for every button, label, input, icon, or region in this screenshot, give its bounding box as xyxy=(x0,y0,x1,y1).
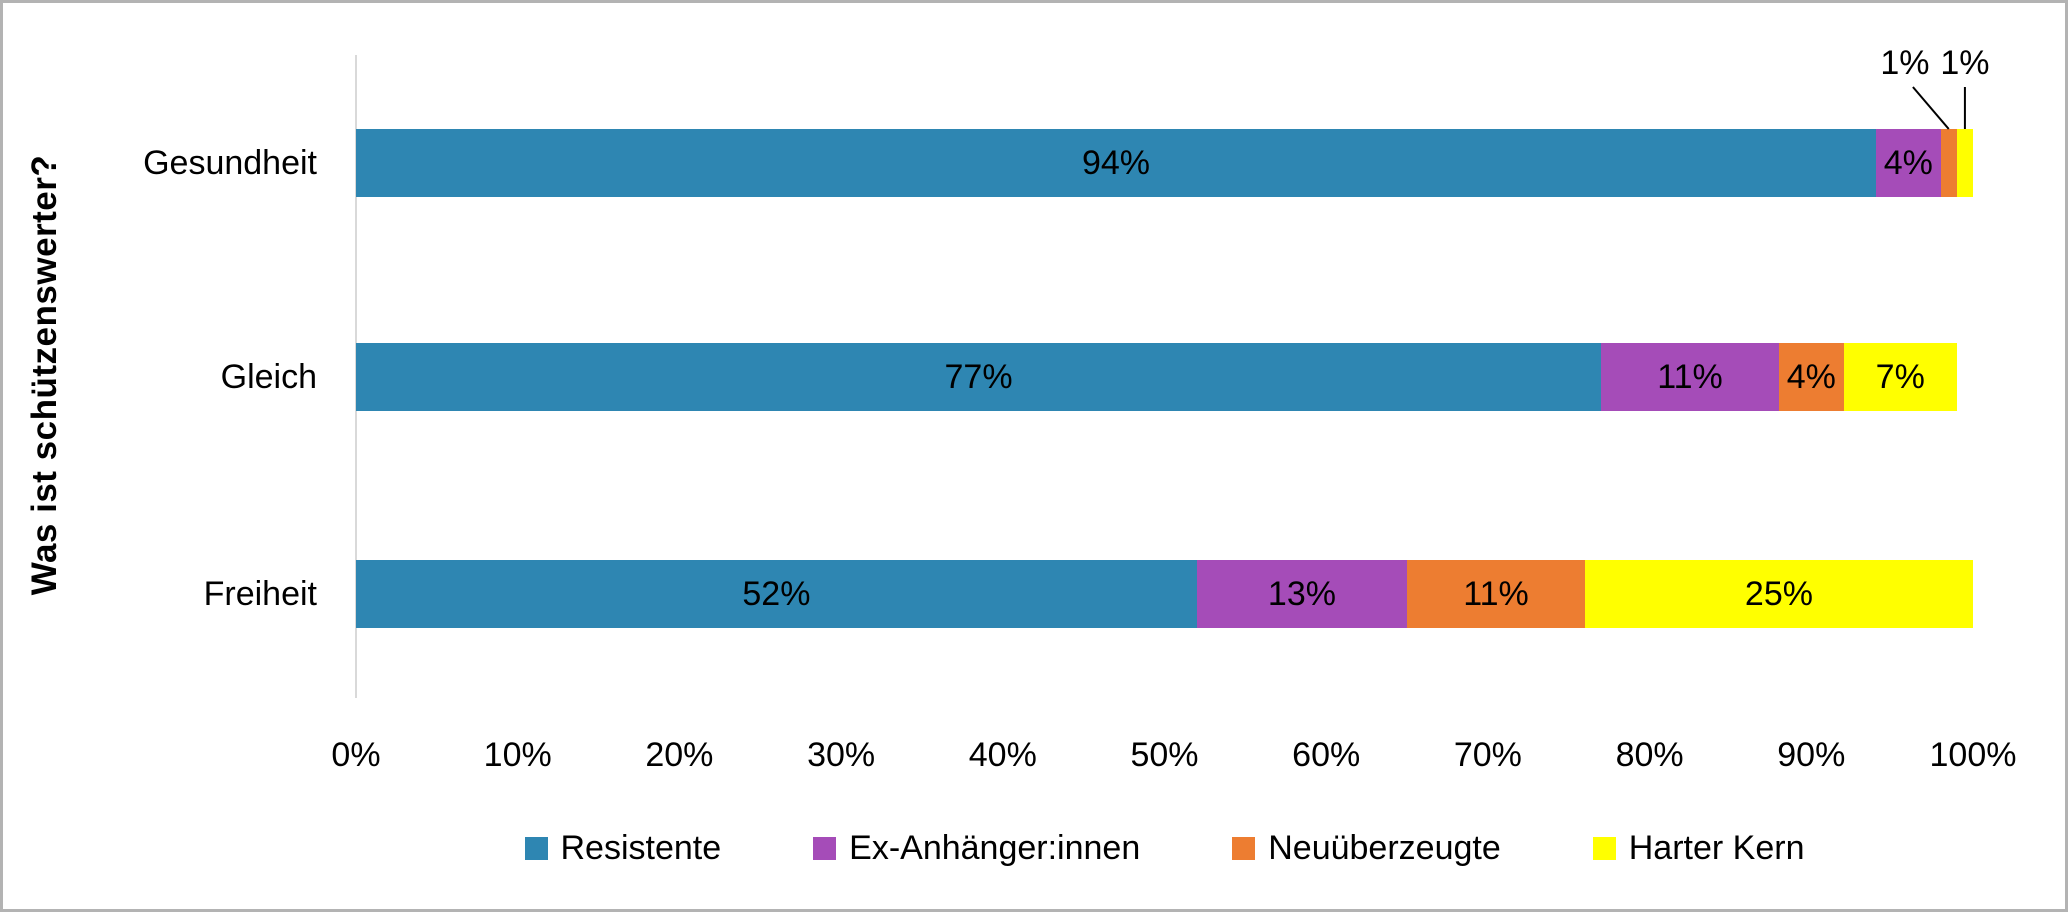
bar-segment-gleich-neu-berzeugte xyxy=(1778,343,1844,411)
x-tick-label-90: 90% xyxy=(1777,736,1846,774)
x-tick-label-0: 0% xyxy=(331,736,381,774)
data-label-gesundheit-ex-anh-nger-innen: 4% xyxy=(1883,144,1933,182)
legend: Resistente Ex-Anhänger:innen Neuüberzeugte… xyxy=(356,823,1973,873)
legend-label-neu-berzeugte: Neuüberzeugte xyxy=(1268,828,1501,867)
data-label-gesundheit-resistente: 94% xyxy=(1081,144,1151,182)
bar-segment-gesundheit-neu-berzeugte xyxy=(1940,129,1957,197)
callout-label-gesundheit-neu-berzeugte: 1% xyxy=(1880,44,1930,82)
x-tick-label-10: 10% xyxy=(483,736,552,774)
bar-segment-gleich-ex-anh-nger-innen xyxy=(1601,343,1779,411)
data-label-gleich-resistente: 77% xyxy=(944,358,1013,396)
legend-item-ex-anh-nger-innen: Ex-Anhänger:innen xyxy=(813,829,1140,868)
bar-segment-gesundheit-ex-anh-nger-innen xyxy=(1875,129,1941,197)
x-tick-label-30: 30% xyxy=(807,736,876,774)
legend-item-resistente: Resistente xyxy=(524,828,722,868)
legend-swatch-ex-anh-nger-innen xyxy=(813,836,837,860)
callout-line-gesundheit-neu-berzeugte xyxy=(1912,86,1950,130)
bar-segment-freiheit-resistente xyxy=(356,560,1197,628)
data-label-gleich-neu-berzeugte: 4% xyxy=(1786,358,1836,396)
bar-segment-gleich-harter-kern xyxy=(1843,343,1957,411)
data-label-freiheit-ex-anh-nger-innen: 13% xyxy=(1267,575,1336,613)
x-tick-label-60: 60% xyxy=(1292,736,1361,774)
bar-segment-gleich-resistente xyxy=(356,343,1602,411)
x-tick-label-50: 50% xyxy=(1130,736,1199,774)
data-label-freiheit-resistente: 52% xyxy=(742,575,811,613)
bar-segment-freiheit-harter-kern xyxy=(1584,560,1973,628)
category-label-freiheit: Freiheit xyxy=(203,575,317,613)
bar-segment-freiheit-ex-anh-nger-innen xyxy=(1196,560,1408,628)
category-label-gleich: Gleich xyxy=(220,358,317,396)
legend-swatch-resistente xyxy=(524,836,548,860)
legend-swatch-neu-berzeugte xyxy=(1232,836,1256,860)
data-label-freiheit-harter-kern: 25% xyxy=(1744,575,1813,613)
legend-swatch-harter-kern xyxy=(1592,836,1616,860)
x-tick-label-70: 70% xyxy=(1453,736,1522,774)
legend-label-resistente: Resistente xyxy=(560,828,722,867)
x-tick-label-40: 40% xyxy=(968,736,1037,774)
legend-item-harter-kern: Harter Kern xyxy=(1592,828,1805,868)
category-label-gesundheit: Gesundheit xyxy=(143,144,317,182)
bar-segment-freiheit-neu-berzeugte xyxy=(1407,560,1585,628)
callout-label-gesundheit-harter-kern: 1% xyxy=(1940,44,1990,82)
data-label-gleich-ex-anh-nger-innen: 11% xyxy=(1657,358,1723,396)
legend-label-harter-kern: Harter Kern xyxy=(1628,828,1805,867)
bar-segment-gesundheit-harter-kern xyxy=(1956,129,1973,197)
legend-label-ex-anh-nger-innen: Ex-Anhänger:innen xyxy=(849,828,1141,867)
x-tick-label-80: 80% xyxy=(1615,736,1684,774)
bar-segment-gesundheit-resistente xyxy=(356,129,1876,197)
data-label-freiheit-neu-berzeugte: 11% xyxy=(1463,575,1529,613)
data-label-gleich-harter-kern: 7% xyxy=(1875,358,1925,396)
x-tick-label-20: 20% xyxy=(645,736,714,774)
legend-item-neu-berzeugte: Neuüberzeugte xyxy=(1232,829,1501,868)
x-tick-label-100: 100% xyxy=(1929,736,2017,774)
